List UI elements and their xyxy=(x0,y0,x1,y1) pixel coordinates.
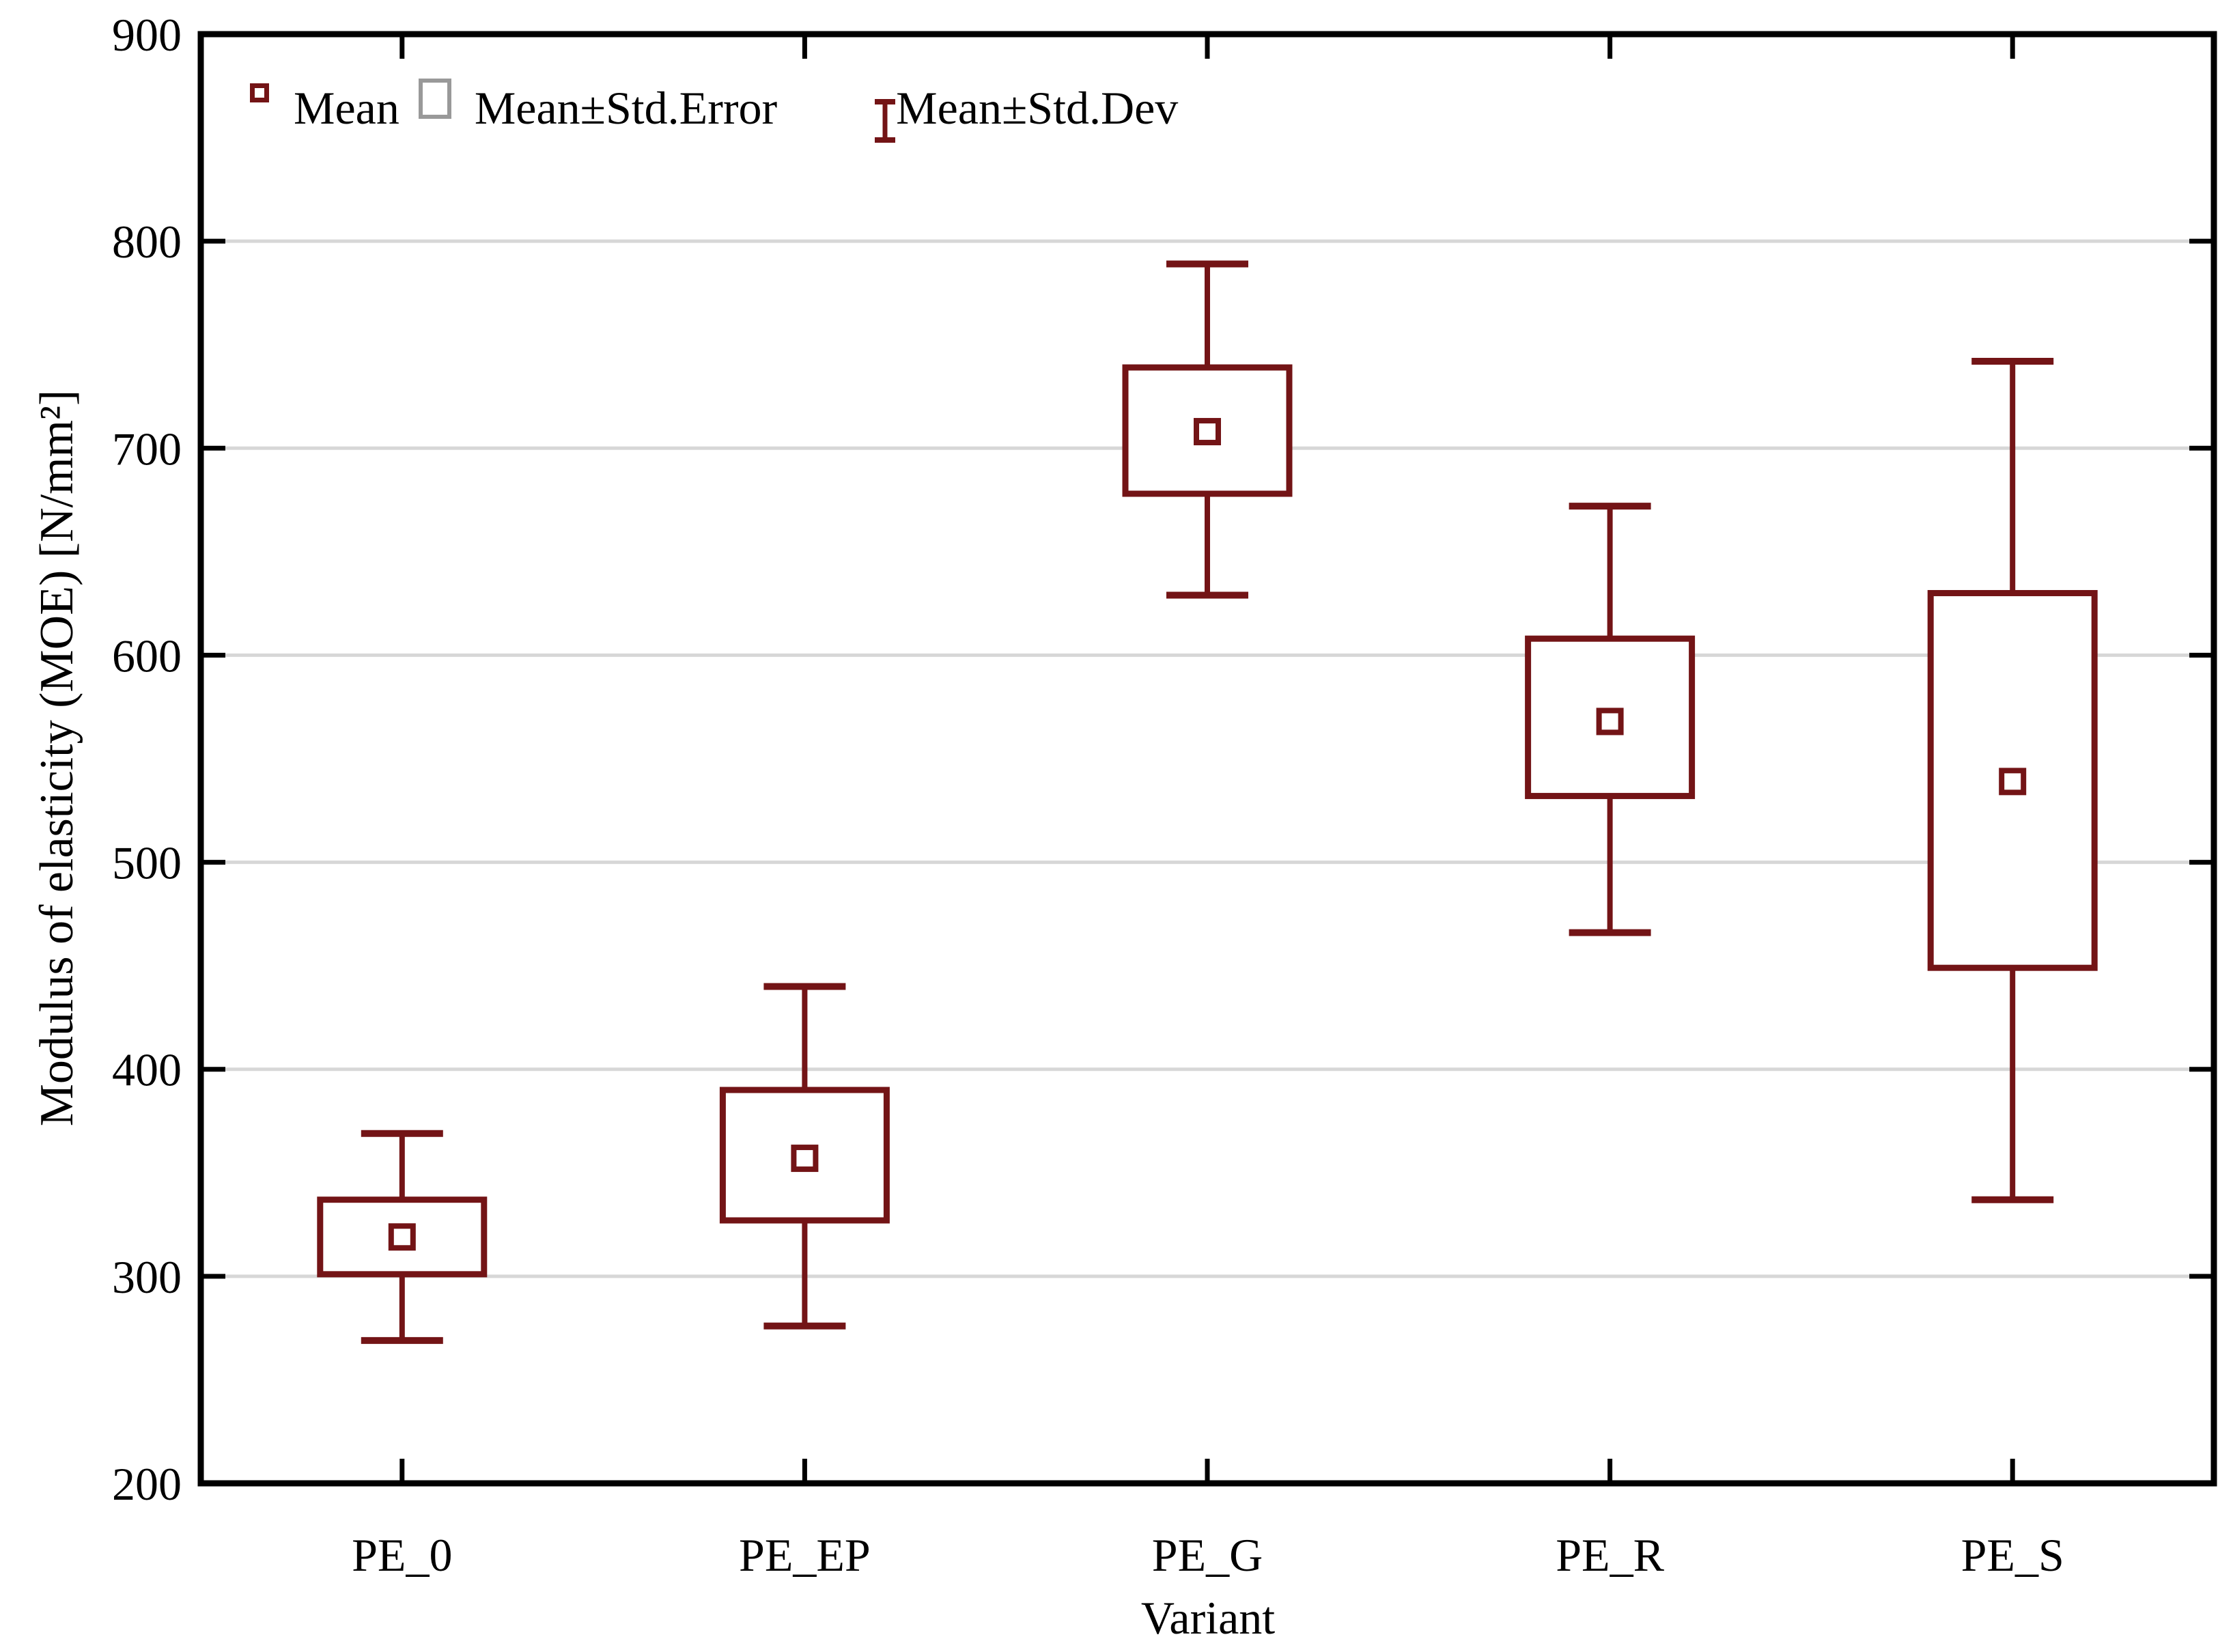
mean-marker xyxy=(388,1223,416,1251)
std-error-box xyxy=(317,1196,488,1278)
legend-item-mean: Mean xyxy=(250,74,399,142)
y-tick-label: 500 xyxy=(112,837,182,889)
x-category-label: PE_G xyxy=(1152,1529,1263,1581)
box-group xyxy=(1525,503,1696,936)
plot-frame xyxy=(197,31,2217,1487)
y-tick-label: 300 xyxy=(112,1251,182,1303)
box-group xyxy=(1927,357,2098,1203)
legend-item-std-error: Mean±Std.Error xyxy=(418,74,778,142)
x-category-label: PE_0 xyxy=(352,1529,452,1581)
legend-label-mean: Mean xyxy=(294,82,399,134)
mean-marker xyxy=(1596,708,1624,736)
legend-label-std-error: Mean±Std.Error xyxy=(474,82,778,134)
legend: Mean Mean±Std.Error Mean±Std.Dev xyxy=(250,74,1179,143)
y-tick-label: 700 xyxy=(112,423,182,475)
y-tick-label: 800 xyxy=(112,216,182,268)
y-axis-title: Modulus of elasticity (MOE) [N/mm²] xyxy=(31,389,83,1127)
box-group xyxy=(719,983,890,1330)
box-group xyxy=(1122,260,1293,599)
y-tick-label: 400 xyxy=(112,1044,182,1096)
y-tick-label: 200 xyxy=(112,1458,182,1510)
std-error-box xyxy=(1927,589,2098,971)
x-category-label: PE_S xyxy=(1961,1529,2064,1581)
x-category-label: PE_EP xyxy=(739,1529,871,1581)
legend-label-std-dev: Mean±Std.Dev xyxy=(896,82,1179,134)
box-group xyxy=(317,1130,488,1344)
mean-marker xyxy=(791,1145,819,1173)
mean-marker xyxy=(1194,418,1221,446)
std-error-box-icon xyxy=(418,78,451,119)
mean-marker xyxy=(1999,768,2027,796)
mean-marker-icon xyxy=(250,83,269,102)
legend-item-std-dev: Mean±Std.Dev xyxy=(873,74,1179,143)
x-category-label: PE_R xyxy=(1556,1529,1664,1581)
y-tick-label: 600 xyxy=(112,630,182,682)
y-tick-label: 900 xyxy=(112,9,182,61)
x-axis-title: Variant xyxy=(1140,1592,1276,1644)
